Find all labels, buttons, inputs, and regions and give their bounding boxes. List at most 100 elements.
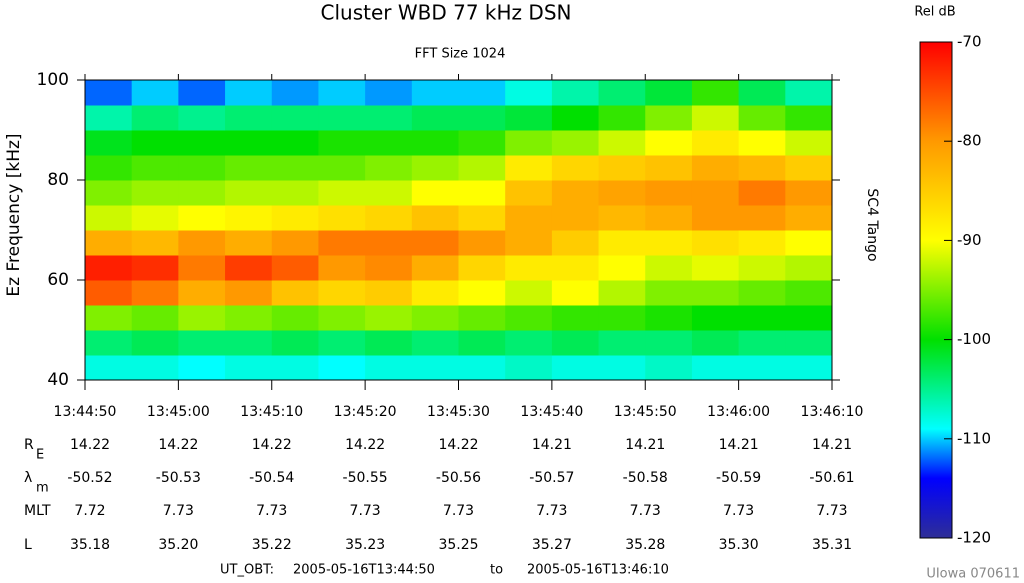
heatmap-cell bbox=[551, 105, 600, 131]
heatmap-cell bbox=[505, 305, 553, 331]
heatmap-cell bbox=[738, 155, 786, 181]
heatmap-cell bbox=[178, 205, 226, 231]
ephemeris-value: 35.31 bbox=[812, 537, 852, 553]
heatmap-cell bbox=[85, 130, 133, 156]
heatmap-cell bbox=[365, 80, 413, 106]
heatmap-cell bbox=[225, 230, 273, 256]
heatmap-cell bbox=[365, 355, 413, 381]
heatmap-cell bbox=[411, 280, 459, 306]
ephemeris-value: 35.30 bbox=[719, 537, 759, 553]
heatmap-cell bbox=[785, 180, 833, 206]
heatmap-cell bbox=[225, 280, 273, 306]
ephemeris-value: 7.73 bbox=[443, 503, 474, 519]
credit: UIowa 070611 bbox=[926, 567, 1020, 582]
heatmap-cell bbox=[505, 205, 553, 231]
colorbar-tick-label: -100 bbox=[957, 330, 991, 348]
heatmap-cell bbox=[598, 180, 646, 206]
ephemeris-value: 35.27 bbox=[532, 537, 572, 553]
heatmap-cell bbox=[738, 305, 786, 331]
heatmap-cell bbox=[271, 155, 319, 181]
ephemeris-value: 14.21 bbox=[812, 437, 852, 453]
heatmap-cell bbox=[691, 330, 740, 356]
heatmap-cell bbox=[645, 155, 693, 181]
heatmap-cell bbox=[598, 205, 646, 231]
heatmap-cell bbox=[131, 130, 179, 156]
heatmap-cell bbox=[785, 155, 833, 181]
heatmap-cell bbox=[318, 280, 366, 306]
ephemeris-value: 7.72 bbox=[74, 503, 105, 519]
heatmap-cell bbox=[318, 330, 366, 356]
heatmap-cell bbox=[365, 105, 413, 131]
heatmap-cell bbox=[225, 330, 273, 356]
heatmap-cell bbox=[85, 280, 133, 306]
ephemeris-value: 14.21 bbox=[532, 437, 572, 453]
heatmap-cell bbox=[598, 305, 646, 331]
heatmap-cell bbox=[505, 355, 553, 381]
heatmap-cell bbox=[318, 230, 366, 256]
y-tick-label: 100 bbox=[37, 70, 69, 90]
heatmap-cell bbox=[85, 105, 133, 131]
heatmap-cell bbox=[785, 205, 833, 231]
heatmap-cell bbox=[365, 155, 413, 181]
heatmap-cell bbox=[131, 255, 179, 281]
heatmap-cell bbox=[225, 355, 273, 381]
heatmap-cell bbox=[178, 255, 226, 281]
heatmap-cell bbox=[131, 355, 179, 381]
heatmap-cell bbox=[598, 255, 646, 281]
heatmap-cell bbox=[505, 130, 553, 156]
heatmap-cell bbox=[645, 355, 693, 381]
footer-end: 2005-05-16T13:46:10 bbox=[527, 563, 669, 578]
heatmap-cell bbox=[505, 230, 553, 256]
x-tick-label: 13:45:00 bbox=[147, 404, 210, 420]
ephemeris-value: 7.73 bbox=[536, 503, 567, 519]
heatmap-cell bbox=[691, 155, 740, 181]
heatmap-cell bbox=[645, 230, 693, 256]
colorbar-tick-label: -110 bbox=[957, 429, 991, 447]
heatmap-cell bbox=[131, 205, 179, 231]
colorbar-tick-label: -80 bbox=[957, 132, 982, 150]
heatmap-cell bbox=[738, 355, 786, 381]
ephemeris-value: -50.54 bbox=[249, 470, 294, 486]
heatmap-cell bbox=[178, 355, 226, 381]
ephemeris-value: -50.59 bbox=[716, 470, 761, 486]
heatmap-cell bbox=[411, 205, 459, 231]
heatmap-cell bbox=[551, 280, 600, 306]
footer-joiner: to bbox=[490, 563, 503, 578]
heatmap-cell bbox=[271, 330, 319, 356]
heatmap-cell bbox=[598, 80, 646, 106]
heatmap-cell bbox=[458, 230, 506, 256]
ephemeris-value: 14.21 bbox=[719, 437, 759, 453]
x-tick-label: 13:45:50 bbox=[614, 404, 677, 420]
heatmap-cell bbox=[785, 330, 833, 356]
heatmap-cell bbox=[318, 305, 366, 331]
heatmap-cell bbox=[225, 155, 273, 181]
heatmap-cell bbox=[271, 180, 319, 206]
heatmap-cell bbox=[598, 355, 646, 381]
heatmap-cell bbox=[318, 180, 366, 206]
ephemeris-value: 7.73 bbox=[723, 503, 754, 519]
x-tick-label: 13:46:10 bbox=[801, 404, 864, 420]
colorbar-tick-label: -90 bbox=[957, 231, 982, 249]
heatmap-cell bbox=[505, 155, 553, 181]
ephemeris-value: 14.21 bbox=[625, 437, 665, 453]
footer-start: 2005-05-16T13:44:50 bbox=[293, 563, 435, 578]
heatmap-cell bbox=[645, 80, 693, 106]
ephemeris-label: L bbox=[24, 537, 32, 553]
heatmap-cell bbox=[551, 80, 600, 106]
heatmap-cell bbox=[411, 80, 459, 106]
heatmap-cell bbox=[85, 255, 133, 281]
heatmap-cell bbox=[598, 130, 646, 156]
heatmap-cell bbox=[411, 355, 459, 381]
heatmap-cell bbox=[645, 280, 693, 306]
colorbar-label: Rel dB bbox=[914, 5, 955, 20]
heatmap-cell bbox=[645, 255, 693, 281]
right-label: SC4 Tango bbox=[864, 188, 880, 261]
heatmap-cell bbox=[178, 230, 226, 256]
heatmap-cell bbox=[691, 130, 740, 156]
heatmap-cell bbox=[598, 105, 646, 131]
heatmap-cell bbox=[131, 80, 179, 106]
heatmap-cell bbox=[551, 355, 600, 381]
ephemeris-value: 35.22 bbox=[252, 537, 292, 553]
heatmap-cell bbox=[178, 80, 226, 106]
